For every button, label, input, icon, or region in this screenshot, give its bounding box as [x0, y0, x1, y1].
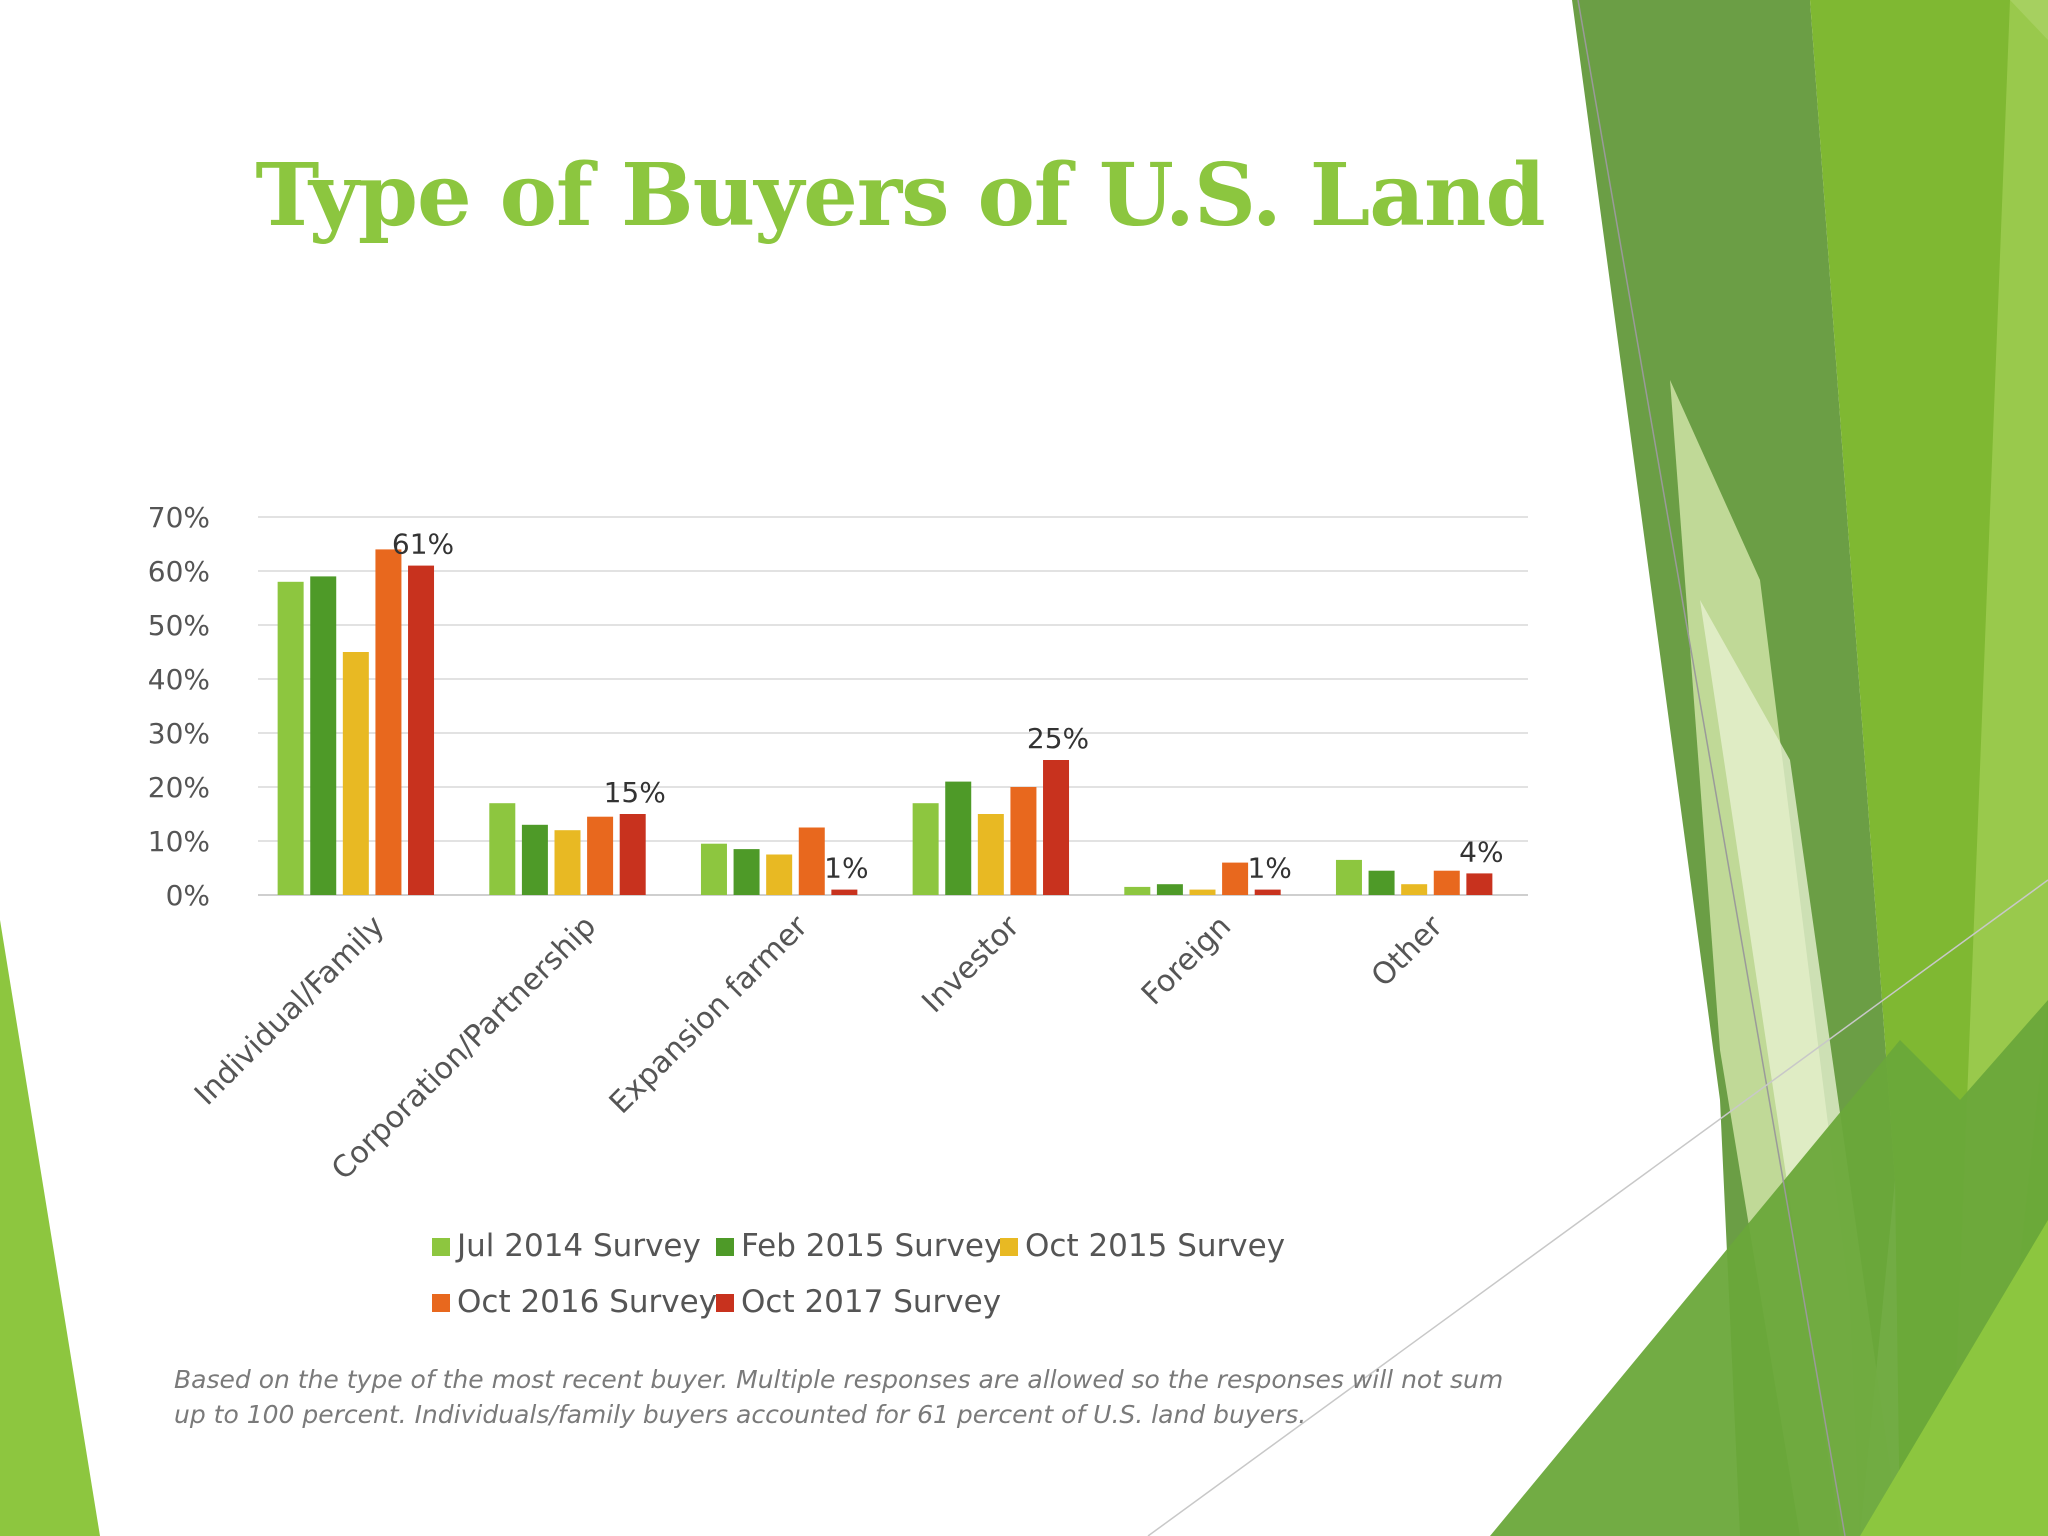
y-tick-label: 40% [148, 663, 210, 696]
bar-2-1 [733, 849, 760, 895]
bar-1-1 [521, 824, 548, 895]
bar-4-2 [1189, 889, 1216, 895]
y-tick-label: 0% [166, 879, 210, 912]
bar-3-3 [1010, 787, 1037, 895]
legend-label: Jul 2014 Survey [455, 1228, 701, 1264]
y-tick-label: 10% [148, 825, 210, 858]
data-labels: 61% 15% 1% 25% 1% 4% [392, 528, 1504, 885]
bar-1-2 [554, 830, 581, 895]
left-green-wedge [0, 920, 100, 1536]
y-tick-label: 60% [148, 555, 210, 588]
chart-legend: Jul 2014 Survey Feb 2015 Survey Oct 2015 S… [432, 1228, 1285, 1320]
legend-label: Oct 2017 Survey [741, 1284, 1001, 1320]
bar-1-3 [587, 816, 614, 895]
data-label: 25% [1027, 722, 1089, 755]
bar-5-4 [1466, 873, 1493, 895]
data-label: 15% [604, 776, 666, 809]
category-label: Other [1365, 908, 1450, 993]
legend-label: Oct 2015 Survey [1025, 1228, 1285, 1264]
bottom-green-wedge [1490, 1000, 2048, 1536]
category-label: Investor [915, 908, 1027, 1020]
bar-5-3 [1433, 870, 1460, 895]
y-tick-label: 50% [148, 609, 210, 642]
bar-2-0 [700, 843, 727, 895]
y-tick-label: 20% [148, 771, 210, 804]
category-label: Individual/Family [188, 909, 391, 1112]
legend-swatch [1000, 1238, 1018, 1256]
legend-swatch [432, 1238, 450, 1256]
legend-label: Feb 2015 Survey [741, 1228, 1002, 1264]
bar-3-0 [912, 803, 939, 895]
y-tick-label: 70% [148, 501, 210, 534]
chart-gridlines [258, 516, 1528, 896]
bar-4-4 [1254, 889, 1281, 895]
bar-1-4 [619, 814, 646, 895]
bottom-bright-wedge [1860, 1220, 2048, 1536]
data-label: 1% [824, 852, 868, 885]
legend-swatch [716, 1294, 734, 1312]
bar-1-0 [489, 803, 516, 895]
footnote: Based on the type of the most recent buy… [174, 1365, 1504, 1429]
bar-2-3 [798, 827, 825, 895]
chart-bars [277, 549, 1493, 895]
bar-3-4 [1043, 760, 1070, 895]
data-label: 61% [392, 528, 454, 561]
bar-5-2 [1401, 884, 1428, 895]
category-label: Foreign [1135, 909, 1238, 1012]
legend-swatch [432, 1294, 450, 1312]
bar-0-1 [310, 576, 337, 895]
bar-5-1 [1368, 870, 1395, 895]
legend-swatch [716, 1238, 734, 1256]
thin-line-2 [1147, 879, 2048, 1536]
bar-0-4 [408, 565, 435, 895]
data-label: 1% [1247, 852, 1291, 885]
data-label: 4% [1459, 835, 1503, 868]
bar-4-1 [1156, 884, 1183, 895]
bar-4-3 [1222, 862, 1249, 895]
bar-2-2 [766, 854, 793, 895]
bar-3-2 [977, 814, 1004, 895]
bar-3-1 [945, 781, 972, 895]
bar-0-2 [342, 652, 369, 895]
bar-2-4 [831, 889, 858, 895]
bar-0-3 [375, 549, 402, 895]
bar-0-0 [277, 581, 304, 895]
thin-line-1 [1577, 0, 1846, 1536]
bar-4-0 [1124, 886, 1151, 895]
slide-title: Type of Buyers of U.S. Land [255, 145, 1545, 246]
x-axis: Individual/FamilyCorporation/Partnership… [188, 908, 1450, 1187]
legend-label: Oct 2016 Survey [457, 1284, 717, 1320]
y-tick-label: 30% [148, 717, 210, 750]
y-axis: 0% 10% 20% 30% 40% 50% 60% 70% [148, 501, 210, 912]
bar-5-0 [1335, 859, 1362, 895]
category-label: Expansion farmer [603, 908, 815, 1120]
